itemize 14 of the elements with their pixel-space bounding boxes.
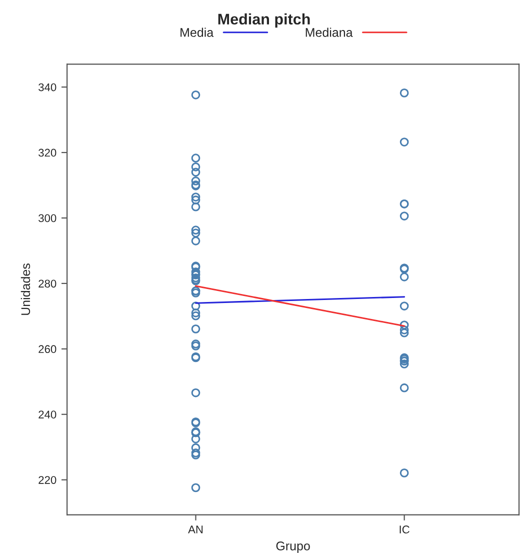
y-tick-label: 240	[38, 410, 56, 418]
y-tick-label: 320	[38, 148, 56, 157]
x-axis-title: Grupo	[276, 542, 310, 553]
y-axis-title: Unidades	[20, 264, 30, 315]
y-tick-label: 220	[38, 476, 56, 484]
chart-title: Median pitch	[218, 13, 310, 28]
y-tick-label: 340	[38, 83, 56, 92]
legend-label: Mediana	[306, 28, 353, 37]
x-tick-label: AN	[188, 526, 203, 534]
y-tick-label: 280	[38, 280, 56, 288]
y-tick-label: 300	[38, 214, 56, 222]
legend-label: Media	[180, 28, 214, 37]
x-tick-label: IC	[400, 526, 410, 534]
y-tick-label: 260	[38, 345, 56, 354]
